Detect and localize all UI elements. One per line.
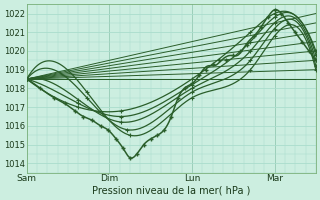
X-axis label: Pression niveau de la mer( hPa ): Pression niveau de la mer( hPa ) — [92, 186, 251, 196]
